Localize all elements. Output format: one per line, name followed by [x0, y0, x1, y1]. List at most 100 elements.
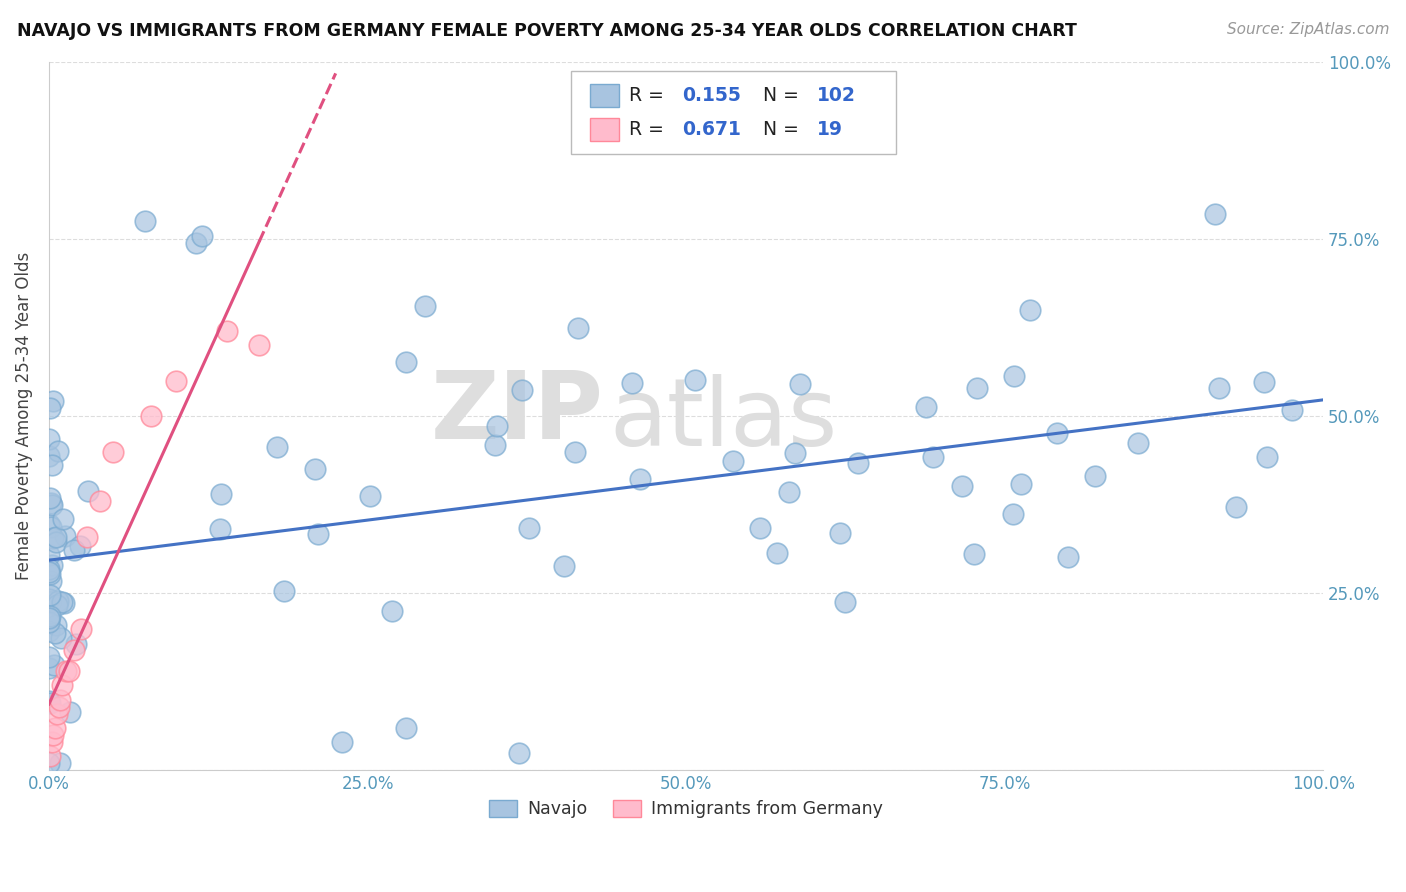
- Point: [38, 567, 60, 582]
- Point: [1225, 500, 1247, 514]
- Y-axis label: Female Poverty Among 25-34 Year Olds: Female Poverty Among 25-34 Year Olds: [15, 252, 32, 581]
- Point: [38, 661, 60, 675]
- Point: [628, 472, 651, 486]
- Text: R =: R =: [628, 120, 669, 139]
- Bar: [591, 118, 619, 141]
- Point: [59, 705, 82, 719]
- Point: [766, 546, 789, 560]
- Point: [46, 599, 69, 613]
- FancyBboxPatch shape: [571, 70, 896, 154]
- Point: [42, 394, 65, 409]
- Point: [39, 496, 62, 510]
- Point: [273, 583, 295, 598]
- Point: [834, 595, 856, 609]
- Point: [413, 300, 436, 314]
- Point: [69, 622, 91, 636]
- Point: [39, 574, 62, 589]
- Point: [38, 756, 60, 771]
- Point: [44, 721, 66, 735]
- Point: [510, 383, 533, 397]
- Point: [45, 534, 67, 549]
- Point: [209, 487, 232, 501]
- Point: [45, 530, 67, 544]
- Text: atlas: atlas: [610, 374, 838, 466]
- Point: [1010, 476, 1032, 491]
- Point: [38, 588, 60, 602]
- Point: [38, 624, 60, 638]
- Point: [789, 377, 811, 392]
- Point: [564, 445, 586, 459]
- Point: [683, 373, 706, 387]
- Point: [55, 529, 77, 543]
- Point: [1126, 435, 1149, 450]
- Point: [52, 512, 75, 526]
- Point: [42, 728, 65, 742]
- Point: [62, 543, 84, 558]
- Point: [38, 449, 60, 463]
- Point: [89, 494, 111, 508]
- Point: [247, 338, 270, 352]
- Point: [519, 521, 541, 535]
- Point: [380, 604, 402, 618]
- Point: [58, 664, 80, 678]
- Point: [41, 735, 63, 749]
- Point: [567, 320, 589, 334]
- Point: [63, 643, 86, 657]
- Point: [42, 531, 65, 545]
- Point: [38, 591, 60, 606]
- Point: [359, 489, 381, 503]
- Point: [41, 558, 63, 573]
- Text: NAVAJO VS IMMIGRANTS FROM GERMANY FEMALE POVERTY AMONG 25-34 YEAR OLDS CORRELATI: NAVAJO VS IMMIGRANTS FROM GERMANY FEMALE…: [17, 22, 1077, 40]
- Point: [1204, 207, 1226, 221]
- Point: [51, 678, 73, 692]
- Text: 0.155: 0.155: [682, 87, 741, 105]
- Point: [69, 539, 91, 553]
- Point: [39, 696, 62, 710]
- Text: R =: R =: [628, 87, 669, 105]
- Text: ZIP: ZIP: [430, 367, 603, 458]
- Point: [1001, 507, 1024, 521]
- Point: [48, 699, 70, 714]
- Point: [723, 454, 745, 468]
- Point: [304, 462, 326, 476]
- Point: [165, 374, 187, 388]
- Point: [963, 547, 986, 561]
- Point: [48, 443, 70, 458]
- Point: [1253, 375, 1275, 389]
- Point: [38, 566, 60, 580]
- Point: [1256, 450, 1278, 465]
- Point: [966, 381, 988, 395]
- Point: [553, 559, 575, 574]
- Point: [41, 458, 63, 472]
- Text: 0.671: 0.671: [682, 120, 741, 139]
- Point: [65, 637, 87, 651]
- Point: [914, 400, 936, 414]
- Point: [830, 525, 852, 540]
- Point: [38, 548, 60, 562]
- Point: [1002, 369, 1025, 384]
- Point: [46, 593, 69, 607]
- Text: N =: N =: [762, 87, 804, 105]
- Point: [846, 456, 869, 470]
- Point: [51, 595, 73, 609]
- Point: [484, 438, 506, 452]
- Point: [139, 409, 162, 424]
- Point: [1057, 550, 1080, 565]
- Text: Source: ZipAtlas.com: Source: ZipAtlas.com: [1226, 22, 1389, 37]
- Point: [508, 747, 530, 761]
- Point: [1208, 382, 1230, 396]
- Point: [38, 562, 60, 576]
- Text: N =: N =: [762, 120, 804, 139]
- Point: [38, 615, 60, 629]
- Point: [1084, 469, 1107, 483]
- Point: [1018, 303, 1040, 318]
- Point: [38, 401, 60, 415]
- Point: [209, 522, 232, 536]
- Point: [44, 625, 66, 640]
- Point: [39, 609, 62, 624]
- Point: [922, 450, 945, 465]
- Point: [38, 649, 60, 664]
- Point: [1281, 403, 1303, 417]
- Point: [77, 483, 100, 498]
- Point: [38, 432, 60, 446]
